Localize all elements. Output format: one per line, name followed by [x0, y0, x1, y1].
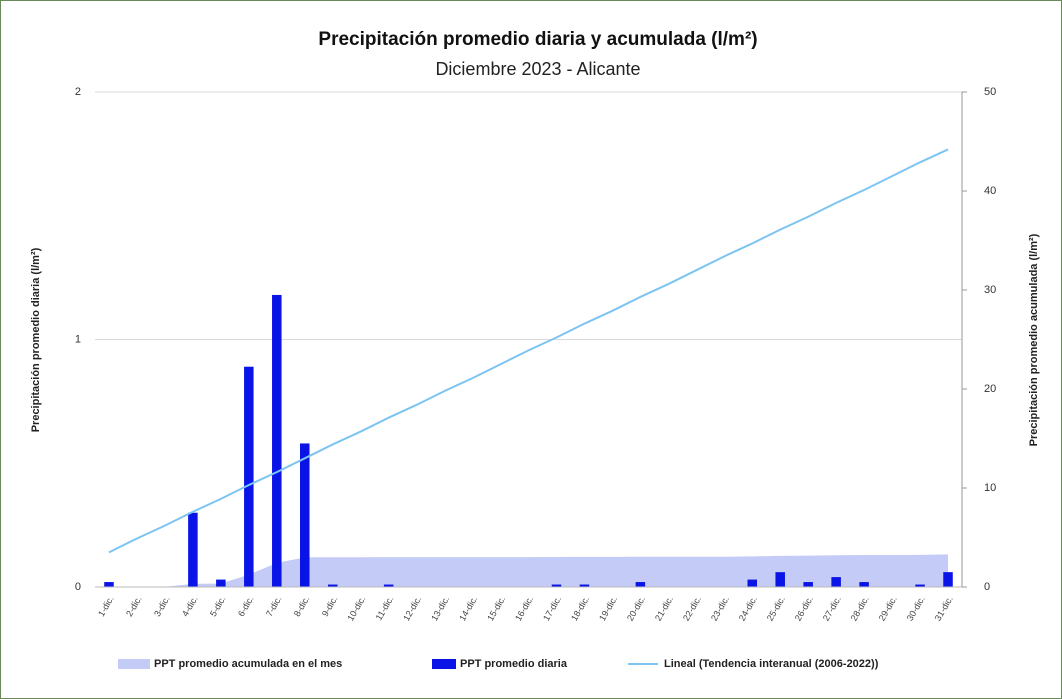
chart-subtitle: Diciembre 2023 - Alicante: [435, 59, 640, 79]
y-tick-label: 1: [75, 333, 81, 345]
y2-axis-label: Precipitación promedio acumulada (l/m²): [1028, 233, 1040, 446]
bar: [551, 584, 562, 587]
bar: [803, 582, 813, 587]
legend-label: Lineal (Tendencia interanual (2006-2022)…: [664, 658, 879, 670]
bar: [104, 582, 114, 587]
bar: [859, 582, 869, 587]
y2-tick-label: 10: [984, 482, 996, 494]
bar: [188, 512, 198, 587]
bar: [216, 579, 226, 587]
bar: [272, 294, 282, 587]
bar: [327, 584, 338, 587]
bar: [943, 572, 953, 587]
y-tick-label: 0: [75, 581, 81, 593]
y2-tick-label: 40: [984, 185, 996, 197]
bar: [747, 579, 757, 587]
bar: [635, 582, 646, 587]
bar: [383, 584, 394, 587]
legend-swatch: [432, 659, 456, 669]
chart-title: Precipitación promedio diaria y acumulad…: [318, 29, 757, 50]
legend-label: PPT promedio acumulada en el mes: [154, 658, 342, 670]
area: [108, 554, 949, 587]
bar: [831, 577, 841, 587]
y2-tick-label: 0: [984, 581, 990, 593]
bar: [300, 443, 310, 587]
y2-tick-label: 50: [984, 86, 996, 98]
trend-line: [108, 148, 949, 554]
y2-tick-label: 30: [984, 284, 996, 296]
bar: [579, 584, 590, 587]
bar: [775, 572, 785, 587]
y-axis-label: Precipitación promedio diaria (l/m²): [30, 247, 42, 432]
y-tick-label: 2: [75, 86, 81, 98]
bar: [915, 584, 925, 587]
legend-label: PPT promedio diaria: [460, 658, 568, 670]
bar: [244, 366, 254, 587]
y2-tick-label: 20: [984, 383, 996, 395]
legend-swatch: [118, 659, 150, 669]
